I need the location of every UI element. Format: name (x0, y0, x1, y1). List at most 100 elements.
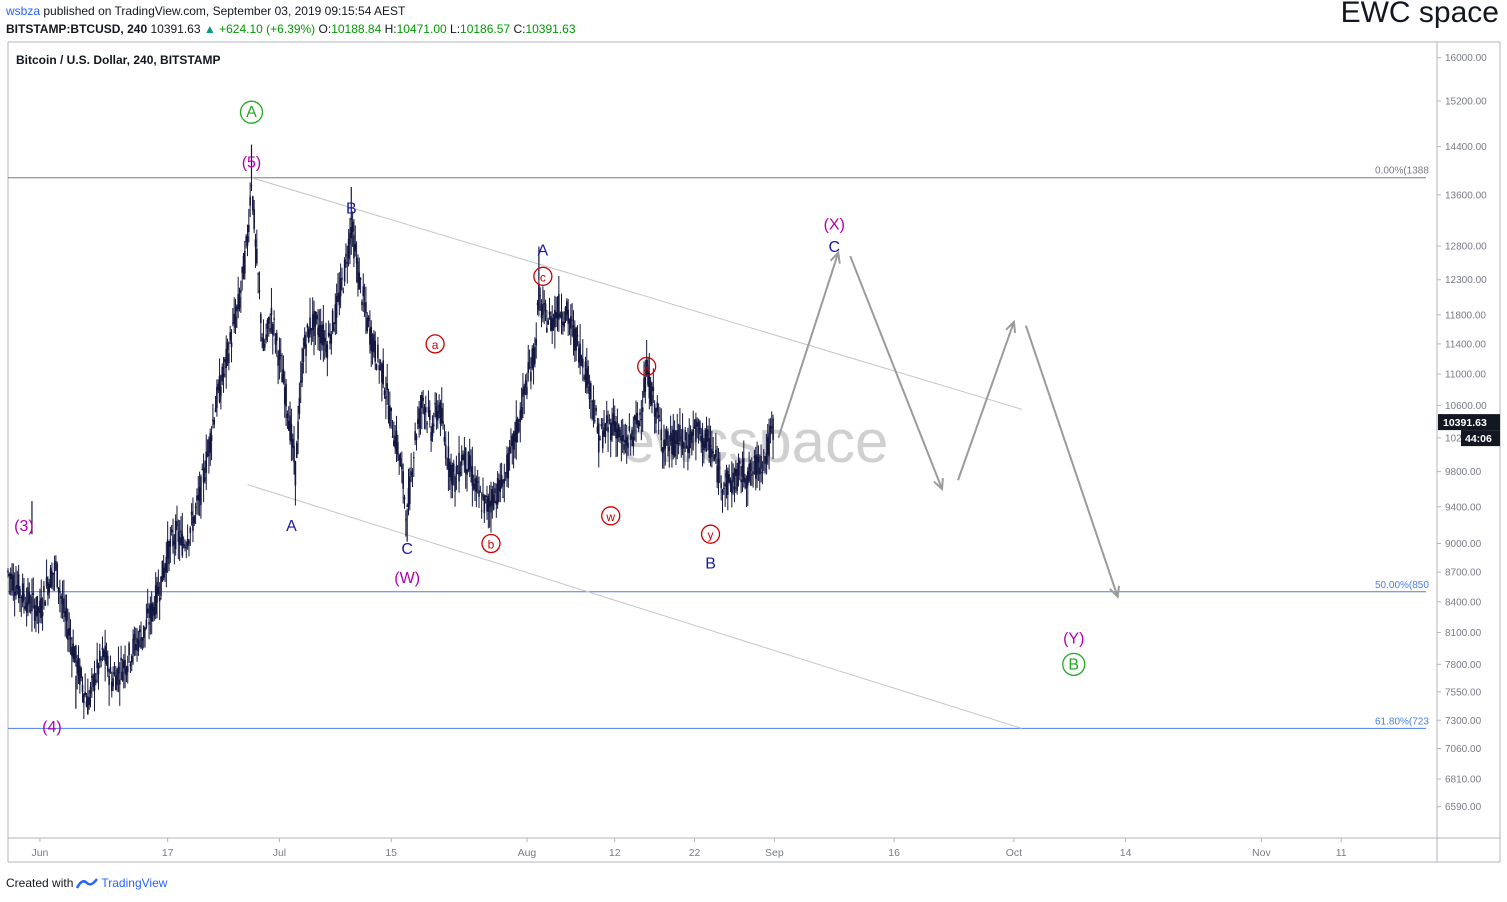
candle-body (157, 587, 160, 595)
candle-body (688, 434, 691, 454)
candle-body (444, 444, 447, 459)
candle-body (613, 421, 616, 432)
candle-body (587, 366, 589, 385)
candle-body (563, 321, 565, 327)
candle-body (584, 361, 587, 380)
candle-body (89, 686, 92, 694)
candle-body (334, 304, 337, 325)
candle-body (177, 531, 180, 542)
candle-body (636, 412, 639, 425)
candle-body (110, 681, 113, 691)
candle-body (632, 436, 635, 447)
candle-body (209, 432, 212, 453)
candle-body (153, 606, 156, 616)
candle-body (275, 332, 278, 341)
candle-body (198, 486, 201, 501)
candle-body (574, 328, 576, 351)
candle-body (242, 255, 245, 280)
candle-body (488, 500, 491, 507)
candle-body (770, 426, 773, 429)
wave-label-circle (533, 266, 553, 286)
candle-body (385, 396, 387, 399)
fib-level-label: 50.00%(850 (1375, 580, 1429, 591)
candle-body (361, 301, 363, 306)
candle-body (315, 314, 318, 320)
open-label: O: (318, 22, 332, 36)
candle-body (736, 468, 738, 491)
candle-body (93, 673, 96, 691)
candle-body (126, 666, 129, 673)
symbol-label: BITSTAMP:BTCUSD, 240 (6, 22, 148, 36)
candle-body (406, 505, 408, 507)
wave-label: y (708, 528, 714, 542)
y-tick-label: 15200.00 (1445, 96, 1487, 107)
candle-body (258, 290, 261, 292)
candle-body (758, 467, 761, 475)
candle-body (731, 481, 733, 494)
candles (7, 177, 774, 719)
candle-body (362, 286, 365, 297)
candle-body (200, 476, 202, 506)
candle-body (735, 468, 737, 477)
wave-label: C (828, 239, 840, 256)
candle-body (716, 465, 718, 483)
candle-body (365, 302, 367, 314)
footer-brand[interactable]: TradingView (101, 876, 168, 890)
candle-body (605, 415, 608, 424)
author-link[interactable]: wsbza (6, 4, 41, 18)
candle-body (39, 600, 41, 614)
candle-body (652, 386, 655, 392)
candle-body (472, 483, 475, 490)
candle-body (310, 328, 313, 331)
candle-body (476, 481, 479, 483)
candle-body (446, 464, 448, 466)
candle-body (438, 404, 440, 413)
channel-line (251, 177, 1023, 410)
candle-body (150, 603, 153, 622)
candle-body (620, 436, 623, 441)
candle-body (539, 295, 542, 297)
candle-body (108, 675, 110, 685)
candle-body (439, 402, 442, 424)
candle-body (712, 451, 714, 454)
candle-body (246, 236, 249, 246)
candle-body (608, 419, 611, 421)
candle-body (24, 606, 27, 609)
candle-body (522, 388, 524, 397)
candle-body (72, 643, 74, 659)
candle-body (426, 423, 428, 425)
candle-body (343, 259, 346, 282)
candle-body (548, 311, 551, 315)
candle-body (331, 310, 334, 331)
candle-body (748, 463, 750, 482)
candle-body (319, 324, 322, 344)
candle-body (271, 324, 274, 335)
candle-body (424, 407, 427, 413)
wave-label: a (432, 338, 439, 352)
candle-body (745, 483, 748, 489)
candle-body (609, 422, 612, 441)
y-tick-label: 12800.00 (1445, 242, 1487, 253)
x-tick-label: Sep (765, 847, 784, 859)
candle-body (391, 436, 394, 438)
candle-body (79, 665, 81, 685)
candle-body (130, 656, 133, 663)
candle-body (91, 675, 93, 678)
candle-body (503, 478, 506, 484)
candle-body (498, 480, 500, 490)
candle-body (64, 611, 67, 618)
candle-body (398, 454, 400, 461)
x-tick-label: Oct (1006, 847, 1022, 859)
candle-body (452, 463, 455, 473)
y-tick-label: 8400.00 (1445, 597, 1482, 608)
candle-body (267, 317, 270, 324)
candle-body (641, 407, 644, 412)
x-tick-label: 17 (162, 847, 174, 859)
candle-body (293, 445, 295, 463)
candle-body (546, 327, 548, 333)
candle-body (772, 418, 774, 441)
candle-body (134, 643, 137, 651)
candle-body (691, 432, 693, 444)
candle-body (357, 261, 359, 284)
